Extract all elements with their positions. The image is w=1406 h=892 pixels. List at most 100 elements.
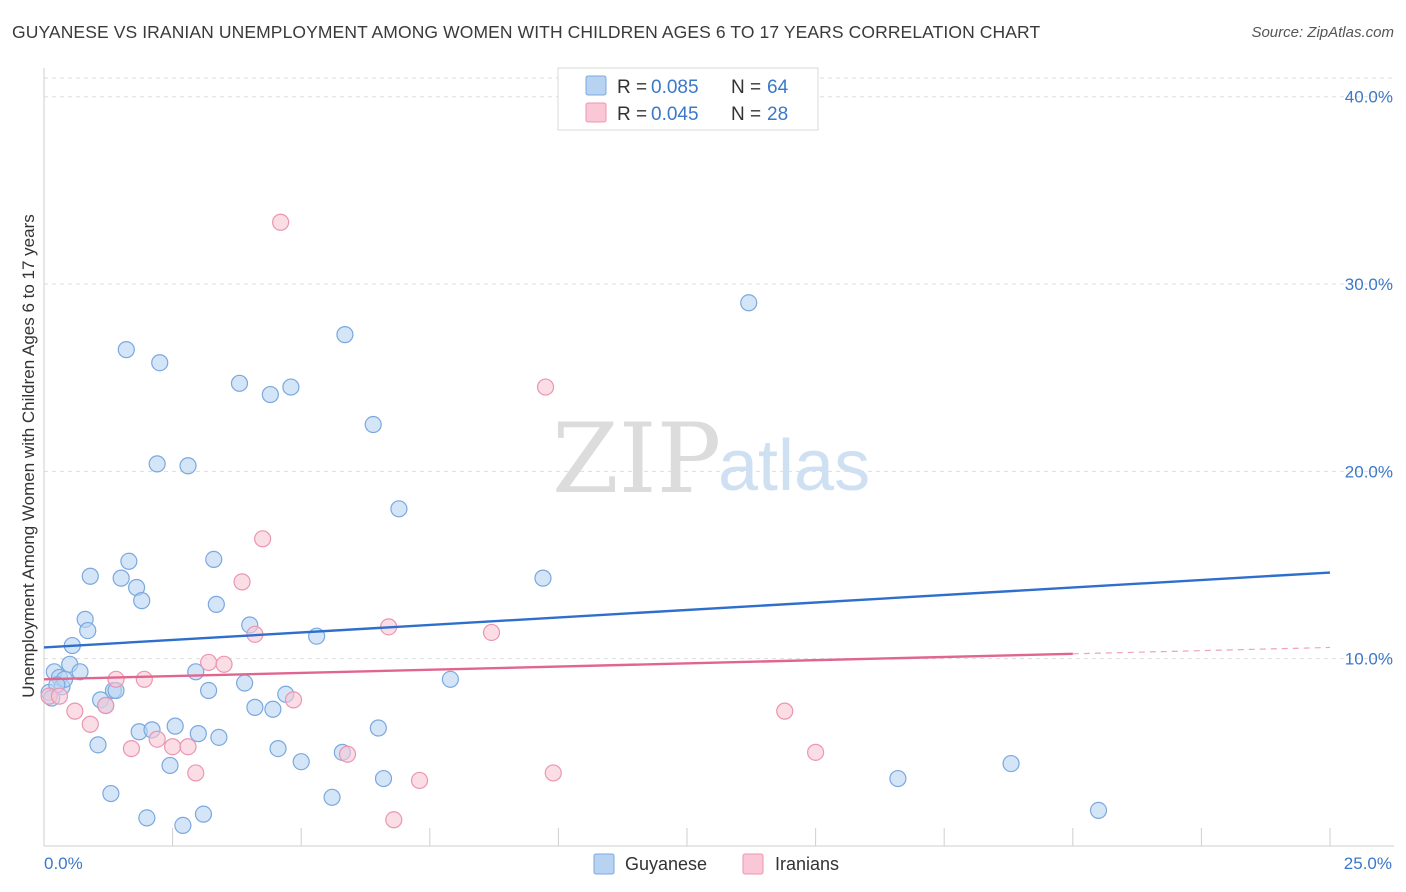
point-guyanese xyxy=(246,698,264,716)
gridlines xyxy=(44,77,1394,660)
point-guyanese xyxy=(161,756,179,775)
legend-n-label-guyanese: N = xyxy=(731,77,761,98)
point-guyanese xyxy=(194,805,213,823)
legend-n-label-iranians: N = xyxy=(731,104,761,125)
y-tick-labels: 10.0% 20.0% 30.0% 40.0% xyxy=(1345,88,1393,669)
point-iranians xyxy=(50,687,69,705)
point-iranians xyxy=(272,213,290,231)
chart-title: GUYANESE VS IRANIAN UNEMPLOYMENT AMONG W… xyxy=(12,22,1041,42)
source-credit: Source: ZipAtlas.com xyxy=(1251,24,1394,41)
legend-swatch-iranians xyxy=(585,102,607,123)
x-tick-marks xyxy=(43,828,1331,846)
bottom-legend-iranians: Iranians xyxy=(775,854,839,874)
point-iranians xyxy=(482,623,501,642)
legend-r-value-guyanese: 0.085 xyxy=(651,77,699,98)
point-iranians xyxy=(544,764,562,782)
point-guyanese xyxy=(364,415,382,434)
legend-n-value-iranians: 28 xyxy=(767,104,788,125)
point-guyanese xyxy=(390,500,408,518)
point-guyanese xyxy=(369,719,387,737)
point-guyanese xyxy=(102,784,120,803)
point-iranians xyxy=(187,764,205,782)
point-guyanese xyxy=(133,592,151,610)
correlation-legend: R = 0.085 N = 64 R = 0.045 N = 28 xyxy=(557,67,819,131)
x-tick-label-max: 25.0% xyxy=(1344,854,1392,873)
trendline-guyanese xyxy=(43,571,1331,649)
legend-n-value-guyanese: 64 xyxy=(767,77,789,98)
point-guyanese xyxy=(230,374,249,392)
point-guyanese xyxy=(138,809,156,827)
point-guyanese xyxy=(89,736,107,754)
point-guyanese xyxy=(210,728,228,746)
y-tick-label-10: 10.0% xyxy=(1345,650,1393,669)
point-guyanese xyxy=(889,769,907,788)
point-guyanese xyxy=(292,753,310,771)
point-guyanese xyxy=(323,788,341,806)
series-guyanese xyxy=(40,294,1108,834)
point-guyanese xyxy=(1002,754,1020,773)
point-guyanese xyxy=(174,816,192,834)
y-axis-label: Unemployment Among Women with Children A… xyxy=(19,214,38,698)
point-guyanese xyxy=(205,550,223,569)
point-guyanese xyxy=(441,670,459,688)
point-guyanese xyxy=(264,700,282,718)
point-guyanese xyxy=(112,569,130,587)
point-iranians xyxy=(200,653,218,672)
y-tick-label-20: 20.0% xyxy=(1345,462,1393,481)
point-guyanese xyxy=(261,385,279,404)
point-guyanese xyxy=(282,378,300,396)
point-guyanese xyxy=(120,552,138,570)
point-guyanese xyxy=(81,567,99,585)
watermark-atlas: atlas xyxy=(718,426,870,506)
legend-r-label-iranians: R = xyxy=(617,104,647,125)
point-iranians xyxy=(284,691,303,709)
point-iranians xyxy=(135,670,153,688)
point-iranians xyxy=(164,738,182,756)
point-guyanese xyxy=(189,725,207,743)
point-guyanese xyxy=(1089,801,1108,820)
trendline-iranians-projection xyxy=(1072,646,1331,655)
point-guyanese xyxy=(374,769,393,788)
watermark-zip: ZIP xyxy=(552,403,721,515)
trendline-iranians xyxy=(43,652,1073,681)
legend-r-label-guyanese: R = xyxy=(617,77,647,98)
y-tick-label-30: 30.0% xyxy=(1345,275,1393,294)
trendlines xyxy=(43,571,1331,681)
point-guyanese xyxy=(207,595,225,613)
point-iranians xyxy=(806,743,825,761)
point-iranians xyxy=(385,811,403,829)
point-iranians xyxy=(215,655,233,673)
point-guyanese xyxy=(269,739,287,758)
point-iranians xyxy=(122,739,141,758)
legend-swatch-guyanese xyxy=(585,75,607,96)
point-iranians xyxy=(97,696,115,715)
point-guyanese xyxy=(740,294,758,312)
point-guyanese xyxy=(117,341,135,359)
point-iranians xyxy=(233,573,251,591)
legend-r-value-iranians: 0.045 xyxy=(651,104,699,125)
point-guyanese xyxy=(71,663,89,681)
point-iranians xyxy=(776,702,794,720)
point-guyanese xyxy=(79,621,97,640)
x-tick-label-min: 0.0% xyxy=(44,854,83,873)
series-iranians xyxy=(40,213,825,829)
bottom-legend-guyanese: Guyanese xyxy=(625,854,707,874)
point-guyanese xyxy=(148,455,166,473)
point-iranians xyxy=(410,771,429,790)
bottom-legend-swatch-guyanese xyxy=(593,853,615,875)
point-guyanese xyxy=(236,674,254,692)
point-iranians xyxy=(536,378,555,396)
series-legend: Guyanese Iranians xyxy=(593,853,839,875)
bottom-legend-swatch-iranians xyxy=(742,853,764,875)
point-guyanese xyxy=(166,717,184,735)
point-iranians xyxy=(338,745,357,763)
point-guyanese xyxy=(534,569,552,587)
point-iranians xyxy=(179,738,197,756)
point-guyanese xyxy=(200,681,218,700)
point-iranians xyxy=(148,730,166,748)
point-guyanese xyxy=(179,457,197,475)
y-tick-label-40: 40.0% xyxy=(1345,88,1393,107)
point-guyanese xyxy=(336,326,354,344)
point-iranians xyxy=(66,702,84,720)
